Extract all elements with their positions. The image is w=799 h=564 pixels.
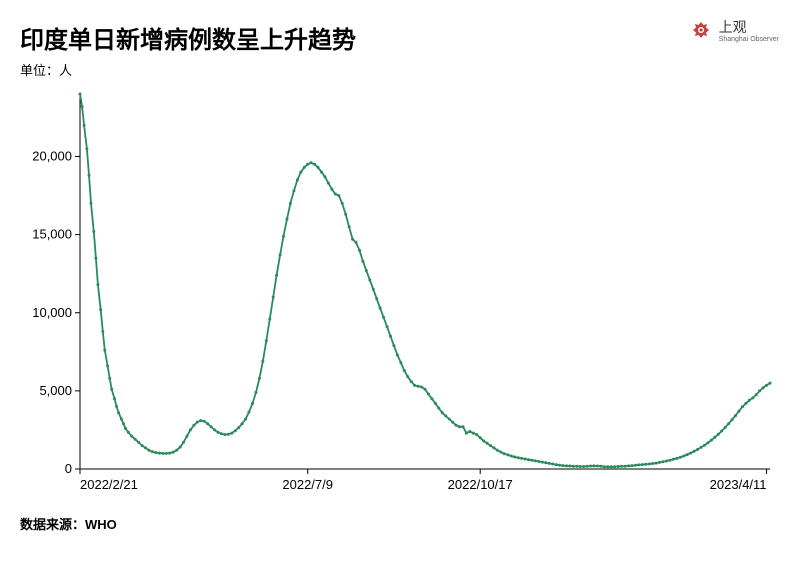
unit-label: 单位：人	[0, 60, 799, 79]
chart-title: 印度单日新增病例数呈上升趋势	[20, 20, 356, 55]
logo-icon	[689, 20, 713, 44]
svg-text:15,000: 15,000	[32, 227, 72, 242]
logo: 上观 Shanghai Observer	[689, 20, 779, 44]
logo-sub-text: Shanghai Observer	[719, 36, 779, 44]
source-label: 数据来源：WHO	[0, 514, 799, 533]
svg-text:5,000: 5,000	[39, 383, 72, 398]
svg-text:20,000: 20,000	[32, 149, 72, 164]
svg-text:0: 0	[65, 461, 72, 476]
svg-text:10,000: 10,000	[32, 305, 72, 320]
svg-text:2022/7/9: 2022/7/9	[282, 477, 333, 492]
svg-text:2022/2/21: 2022/2/21	[80, 477, 138, 492]
logo-main-text: 上观	[719, 20, 779, 35]
chart-area: 0 5,000 10,000 15,000 20,000 2022/2/21 2022/7/…	[20, 84, 779, 504]
svg-text:2023/4/11: 2023/4/11	[710, 477, 767, 492]
line-chart: 0 5,000 10,000 15,000 20,000 2022/2/21 2022/7/…	[20, 84, 779, 504]
svg-text:2022/10/17: 2022/10/17	[448, 477, 513, 492]
